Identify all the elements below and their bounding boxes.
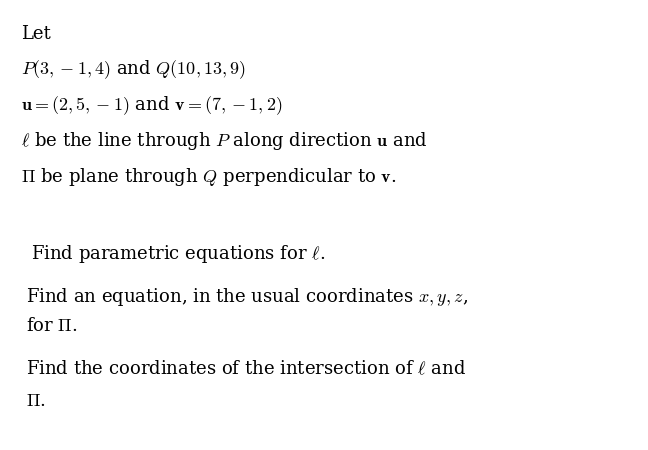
Text: Find an equation, in the usual coordinates $x, y, z$,: Find an equation, in the usual coordinat… [26, 286, 468, 308]
Text: for $\Pi$.: for $\Pi$. [26, 317, 77, 335]
Text: $\Pi$ be plane through $Q$ perpendicular to $\mathbf{v}$.: $\Pi$ be plane through $Q$ perpendicular… [21, 166, 397, 189]
Text: $P(3,-1,4)$ and $Q(10,13,9)$: $P(3,-1,4)$ and $Q(10,13,9)$ [21, 58, 246, 81]
Text: Find parametric equations for $\ell$.: Find parametric equations for $\ell$. [31, 243, 325, 265]
Text: Find the coordinates of the intersection of $\ell$ and: Find the coordinates of the intersection… [26, 360, 466, 378]
Text: Let: Let [21, 25, 51, 43]
Text: $\ell$ be the line through $P$ along direction $\mathbf{u}$ and: $\ell$ be the line through $P$ along dir… [21, 130, 428, 153]
Text: $\mathbf{u} = (2,5,-1)$ and $\mathbf{v} = (7,-1,2)$: $\mathbf{u} = (2,5,-1)$ and $\mathbf{v} … [21, 94, 282, 117]
Text: $\Pi$.: $\Pi$. [26, 392, 45, 410]
